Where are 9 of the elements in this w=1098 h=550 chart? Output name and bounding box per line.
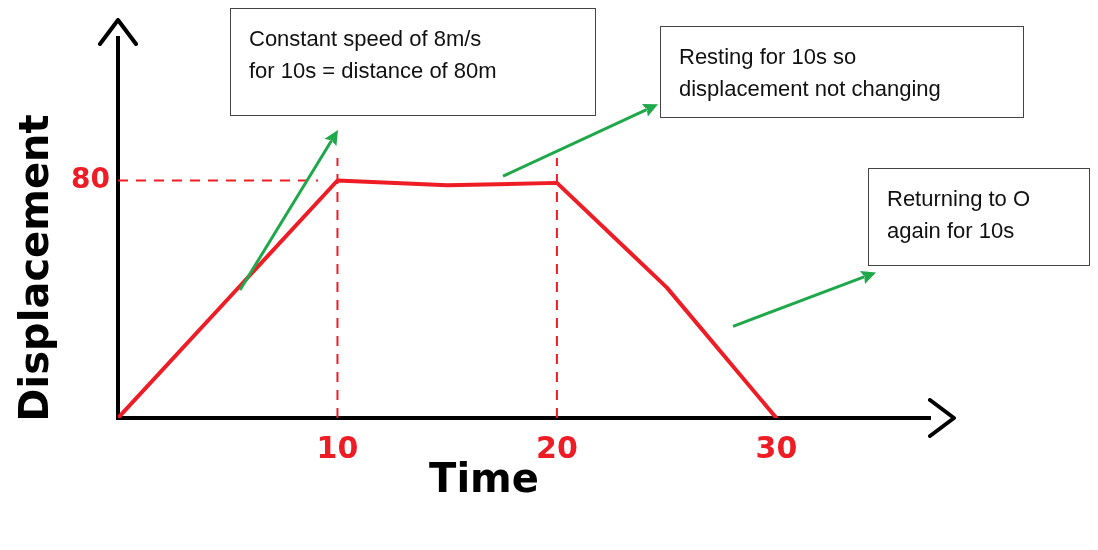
- x-tick-label: 20: [536, 429, 578, 465]
- x-tick-label: 30: [755, 429, 798, 465]
- y-axis-title: Displacement: [11, 114, 58, 422]
- x-axis-title: Time: [429, 455, 539, 502]
- text: Resting for 10s so displacement not changing: [660, 26, 1024, 118]
- text: Constant speed of 8m/s for 10s = distance of 80m: [230, 8, 596, 116]
- annotation: Returning to O again for 10s: [868, 168, 1090, 266]
- x-tick-label: 10: [316, 429, 359, 465]
- text: 80: [71, 161, 110, 195]
